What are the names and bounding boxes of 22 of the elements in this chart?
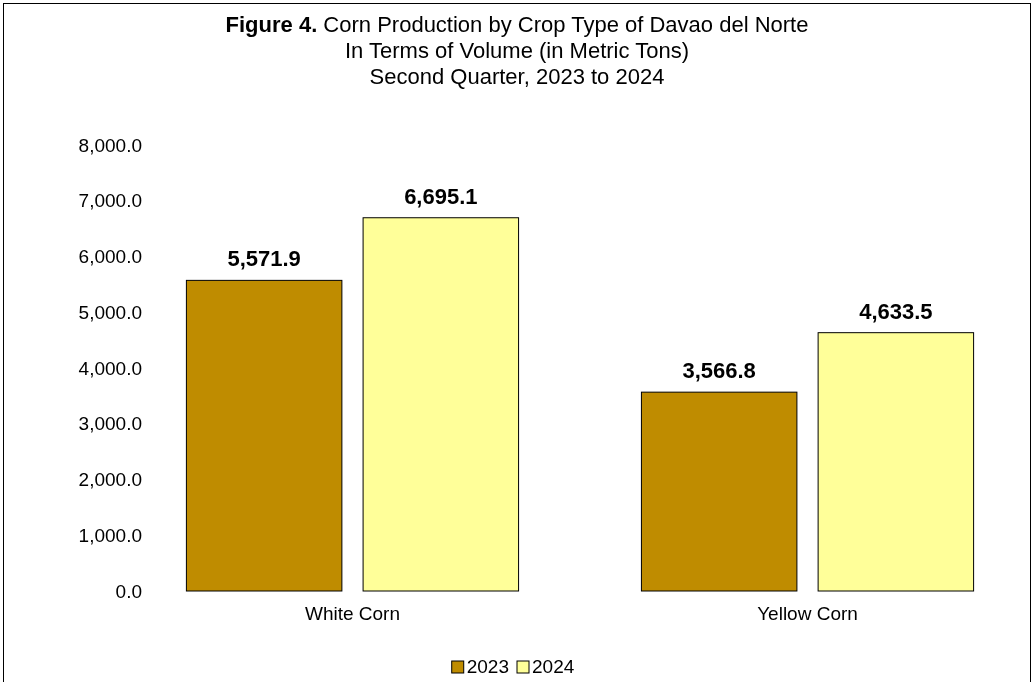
x-tick-label: White Corn [304, 603, 400, 625]
text: 3,566.8 [682, 358, 756, 384]
text: 5,571.9 [227, 246, 301, 272]
y-tick-label: 1,000.0 [78, 524, 142, 546]
y-tick-label: 4,000.0 [78, 357, 142, 379]
y-tick-label: 7,000.0 [78, 190, 142, 212]
bar [185, 279, 343, 592]
y-tick-label: 0.0 [115, 580, 142, 602]
bar [817, 332, 975, 592]
y-tick-label: 2,000.0 [78, 469, 142, 491]
y-tick-label: 5,000.0 [78, 301, 142, 323]
x-tick-label: Yellow Corn [757, 603, 858, 625]
y-tick-label: 6,000.0 [78, 246, 142, 268]
y-tick-label: 3,000.0 [78, 413, 142, 435]
legend-label: 2024 [532, 656, 575, 677]
legend-label: 2023 [466, 656, 509, 677]
bar [362, 217, 520, 592]
text: 6,695.1 [404, 183, 478, 209]
y-tick-label: 8,000.0 [78, 134, 142, 156]
chart-title: Figure 4. Corn Production by Crop Type of Davao del Norte In Terms of Volume (in Metric Tons) Second Quarter, 2023 to 2024 [225, 12, 809, 89]
text: 4,633.5 [859, 298, 933, 324]
bar [640, 391, 798, 592]
